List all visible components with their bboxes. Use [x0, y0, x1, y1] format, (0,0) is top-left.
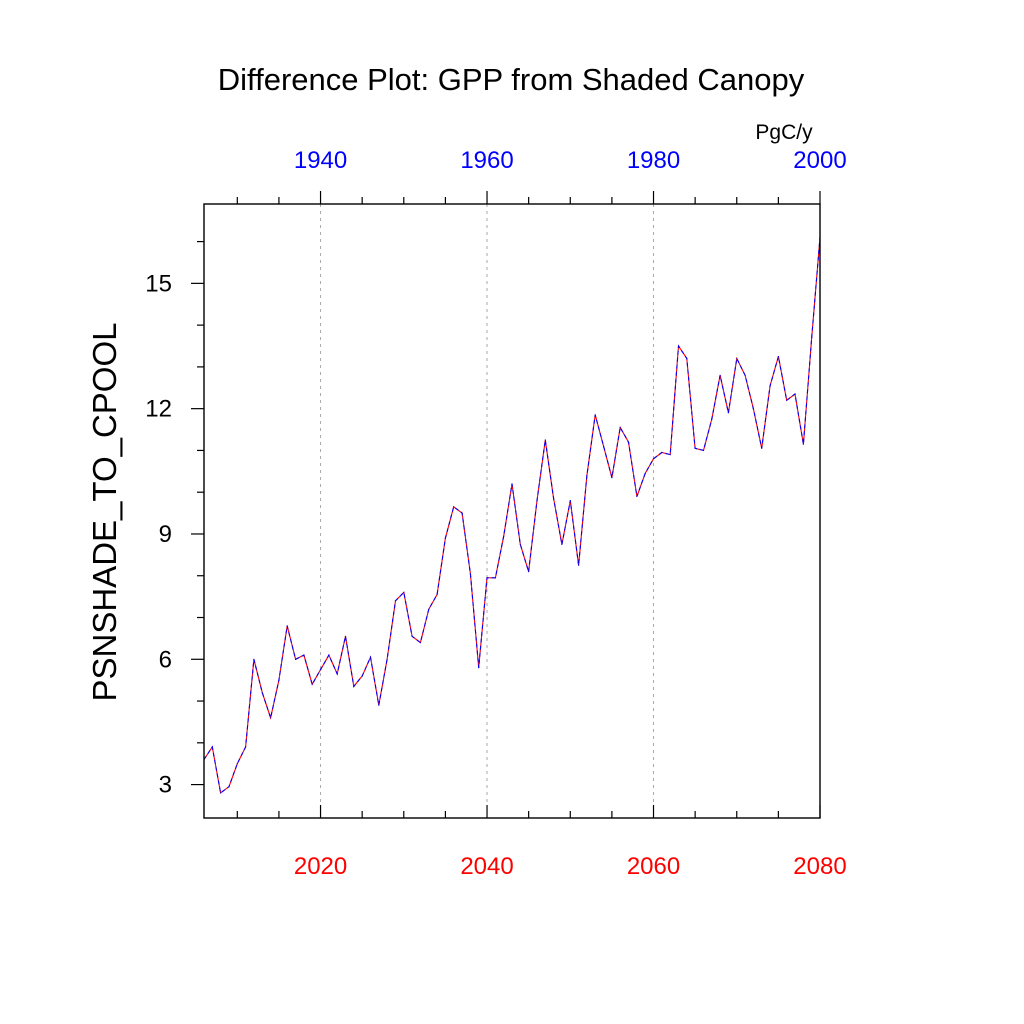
chart-title: Difference Plot: GPP from Shaded Canopy — [218, 62, 805, 97]
grid-lines — [320, 204, 655, 818]
data-point — [644, 472, 646, 474]
data-point — [311, 683, 313, 685]
data-point — [469, 573, 471, 575]
data-point — [752, 408, 755, 410]
y-tick-label: 6 — [159, 646, 172, 673]
data-point — [419, 642, 421, 644]
data-point — [553, 497, 555, 500]
data-point — [436, 593, 438, 596]
series-layer — [203, 236, 821, 794]
y-tick-label: 12 — [145, 396, 172, 423]
data-point — [619, 426, 621, 429]
data-point — [444, 537, 446, 539]
data-point — [702, 449, 705, 451]
data-point — [677, 345, 680, 347]
data-point — [295, 658, 297, 660]
y-tick-label: 9 — [159, 521, 172, 548]
data-point — [478, 667, 480, 669]
axes: 2020 2040 2060 2080 1940 1960 1980 2000 3 6 9 12 15 — [145, 147, 846, 880]
data-point — [611, 477, 613, 479]
data-point — [453, 506, 455, 508]
data-point — [278, 679, 280, 681]
data-point — [569, 500, 571, 502]
units-label: PgC/y — [755, 121, 813, 144]
data-point — [236, 763, 238, 765]
data-point — [777, 355, 780, 358]
data-point — [361, 675, 363, 677]
y-axis-label: PSNSHADE_TO_CPOOL — [86, 322, 123, 701]
data-point — [261, 692, 263, 694]
data-point — [769, 385, 771, 387]
data-point — [761, 447, 763, 449]
data-point — [802, 443, 805, 445]
data-point — [220, 792, 222, 794]
data-point — [627, 441, 630, 443]
data-point — [319, 669, 322, 671]
data-point — [594, 414, 596, 416]
data-point — [270, 717, 272, 719]
data-point — [211, 746, 213, 748]
x-tick-label-bottom: 2040 — [460, 853, 513, 880]
x-tick-label-bottom: 2020 — [294, 853, 347, 880]
y-tick-label: 15 — [145, 270, 172, 297]
data-point — [286, 625, 288, 627]
data-point — [811, 337, 813, 339]
data-point — [686, 357, 688, 360]
data-point — [603, 445, 605, 447]
series-line-red — [203, 237, 821, 794]
data-point — [245, 746, 247, 748]
data-point — [403, 591, 405, 594]
x-tick-label-top: 1980 — [627, 147, 680, 174]
data-point — [486, 577, 488, 579]
series-line-blue — [203, 237, 821, 794]
data-point — [694, 447, 696, 449]
data-point — [711, 418, 713, 420]
data-point — [428, 608, 430, 610]
data-point — [411, 635, 413, 637]
data-point — [652, 458, 655, 460]
data-point — [511, 483, 513, 485]
x-tick-label-top: 2000 — [793, 147, 846, 174]
data-point — [536, 500, 538, 502]
data-point — [561, 543, 563, 546]
data-point — [353, 685, 355, 688]
data-point — [228, 786, 230, 788]
data-point — [636, 495, 638, 497]
data-point — [378, 704, 380, 706]
data-point — [461, 512, 463, 514]
data-point — [736, 357, 738, 360]
x-tick-label-top: 1960 — [460, 147, 513, 174]
data-point — [544, 439, 546, 441]
data-point — [303, 654, 305, 656]
y-tick-label: 3 — [159, 772, 172, 799]
data-point — [669, 454, 671, 456]
data-point — [744, 374, 746, 376]
data-point — [786, 399, 788, 401]
data-point — [719, 374, 721, 376]
plot-frame — [203, 203, 821, 819]
data-point — [727, 412, 730, 414]
data-point — [519, 543, 521, 546]
data-point — [578, 564, 580, 566]
data-point — [586, 474, 588, 477]
data-point — [386, 658, 388, 660]
data-point — [394, 600, 397, 602]
data-point — [661, 451, 663, 454]
data-point — [344, 635, 347, 637]
data-point — [503, 535, 505, 537]
data-point — [494, 577, 496, 579]
x-tick-label-bottom: 2080 — [793, 853, 846, 880]
data-point — [336, 673, 338, 675]
data-point — [528, 571, 530, 573]
data-point — [369, 656, 372, 658]
data-point — [794, 393, 796, 395]
x-tick-label-bottom: 2060 — [627, 853, 680, 880]
data-point — [328, 654, 330, 656]
data-point — [253, 658, 255, 660]
x-tick-label-top: 1940 — [294, 147, 347, 174]
